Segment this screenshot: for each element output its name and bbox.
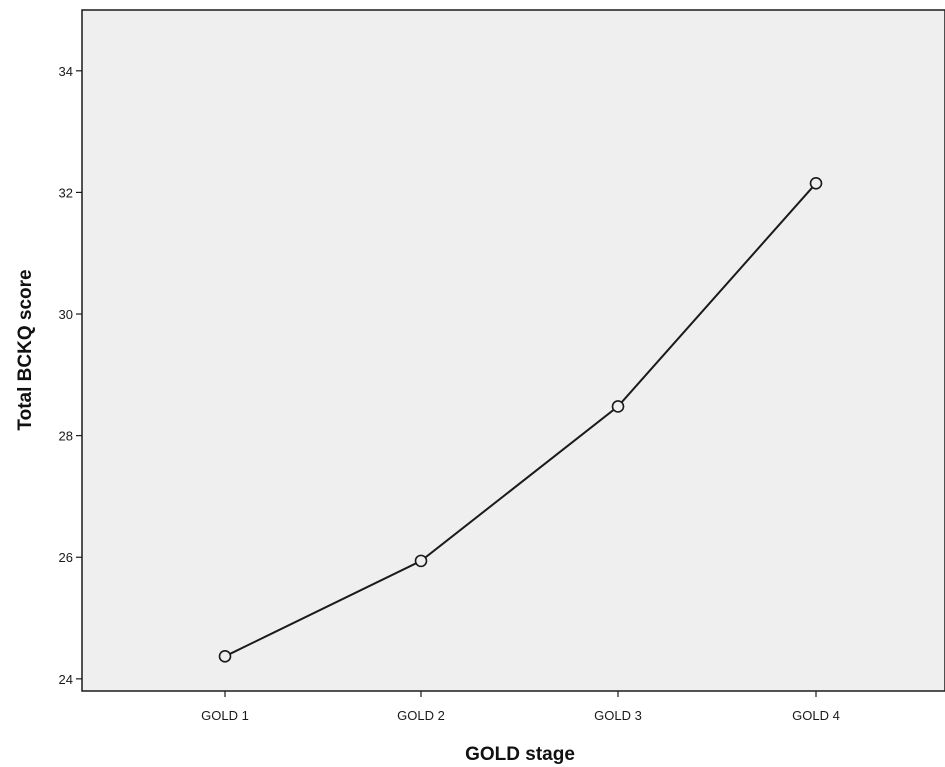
x-axis: GOLD 1 GOLD 2 GOLD 3 GOLD 4: [201, 691, 840, 723]
x-axis-title: GOLD stage: [465, 744, 575, 765]
y-tick-label: 32: [59, 185, 73, 200]
x-tick-label: GOLD 4: [792, 708, 840, 723]
y-tick-label: 34: [59, 64, 73, 79]
x-tick-label: GOLD 2: [397, 708, 445, 723]
data-point: [414, 554, 428, 568]
y-axis-title: Total BCKQ score: [15, 269, 36, 430]
x-tick-label: GOLD 3: [594, 708, 642, 723]
data-point: [611, 400, 625, 413]
plot-area: [81, 9, 945, 692]
x-tick-label: GOLD 1: [201, 708, 249, 723]
data-point: [809, 176, 823, 190]
series-line: [224, 182, 817, 658]
y-tick-label: 24: [59, 672, 73, 687]
y-tick-label: 30: [59, 307, 73, 322]
y-tick-label: 28: [59, 429, 73, 444]
y-axis: 24 26 28 30 32 34: [59, 64, 82, 687]
data-point: [218, 650, 232, 663]
data-points: [218, 176, 823, 663]
y-tick-label: 26: [59, 550, 73, 565]
